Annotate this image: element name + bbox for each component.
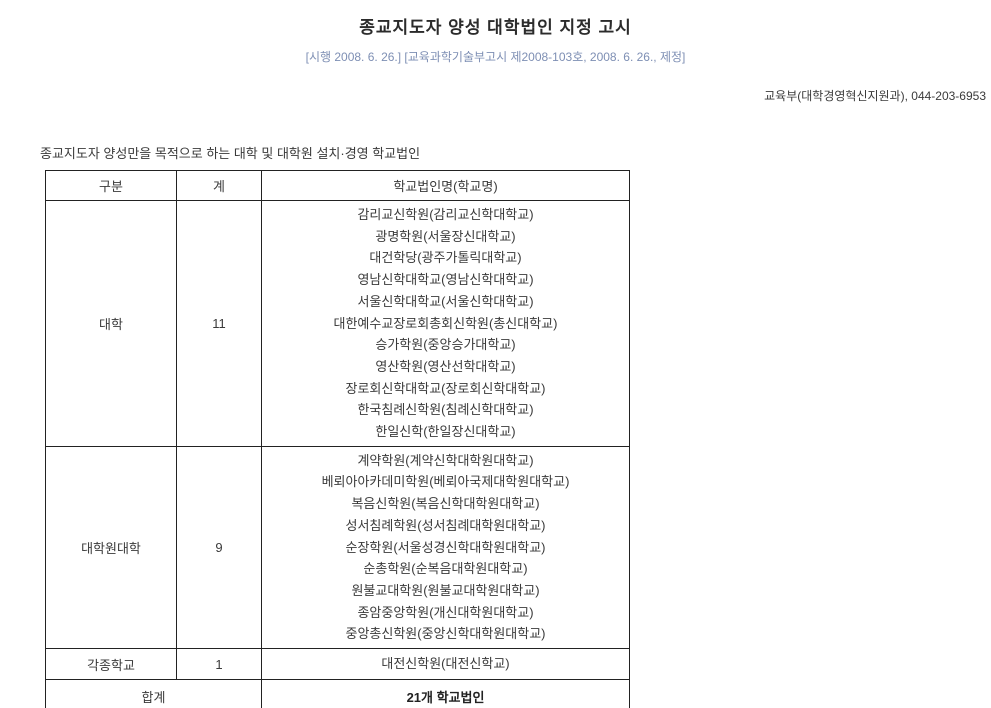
school-name: 광명학원(서울장신대학교) [375, 228, 516, 244]
school-name: 순장학원(서울성경신학대학원대학교) [345, 539, 546, 555]
count-cell: 11 [176, 200, 262, 447]
total-value-cell: 21개 학교법인 [261, 679, 630, 708]
table-row-misc-school: 각종학교 1 대전신학원(대전신학교) [45, 648, 630, 681]
school-name: 중앙총신학원(중앙신학대학원대학교) [345, 626, 546, 642]
ministry-contact: 교육부(대학경영혁신지원과), 044-203-6953 [764, 89, 986, 103]
count-cell: 1 [176, 648, 262, 681]
school-name: 계약학원(계약신학대학원대학교) [357, 452, 534, 468]
column-header-school-name: 학교법인명(학교명) [261, 170, 630, 201]
school-name: 감리교신학원(감리교신학대학교) [357, 207, 534, 222]
school-name: 대전신학원(대전신학교) [381, 656, 510, 672]
count-cell: 9 [176, 445, 262, 650]
school-name: 대한예수교장로회총회신학원(총신대학교) [333, 315, 558, 331]
school-name: 성서침례학원(성서침례대학원대학교) [345, 517, 546, 533]
category-cell: 각종학교 [45, 648, 177, 681]
school-name: 베뢰아아카데미학원(베뢰아국제대학원대학교) [321, 474, 570, 490]
schools-cell: 계약학원(계약신학대학원대학교) 베뢰아아카데미학원(베뢰아국제대학원대학교) 복음… [261, 445, 630, 650]
school-name: 한일신학(한일장신대학교) [375, 424, 516, 440]
school-name: 서울신학대학교(서울신학대학교) [357, 293, 534, 309]
intro-text: 종교지도자 양성만을 목적으로 하는 대학 및 대학원 설치·경영 학교법인 [40, 146, 421, 161]
total-label-cell: 합계 [45, 679, 262, 708]
column-header-count: 계 [176, 170, 262, 201]
page-title: 종교지도자 양성 대학법인 지정 고시 [359, 18, 632, 37]
school-name: 대건학당(광주가톨릭대학교) [369, 250, 522, 266]
enforcement-subtitle: [시행 2008. 6. 26.] [교육과학기술부고시 제2008-103호,… [305, 50, 686, 64]
school-name: 영산학원(영산선학대학교) [375, 358, 516, 374]
category-cell: 대학 [45, 200, 177, 447]
school-corporation-table: 구분 계 학교법인명(학교명) 대학 11 감리교신학원(감리교신학대학교) 광명… [45, 170, 630, 708]
school-name: 장로회신학대학교(장로회신학대학교) [345, 380, 546, 396]
table-row-graduate-school: 대학원대학 9 계약학원(계약신학대학원대학교) 베뢰아아카데미학원(베뢰아국제대… [45, 445, 630, 650]
table-row-university: 대학 11 감리교신학원(감리교신학대학교) 광명학원(서울장신대학교) 대건학당(… [45, 200, 630, 447]
table-header-row: 구분 계 학교법인명(학교명) [45, 170, 630, 201]
school-name: 종암중앙학원(개신대학원대학교) [357, 604, 534, 620]
school-name: 영남신학대학교(영남신학대학교) [357, 272, 534, 288]
category-cell: 대학원대학 [45, 445, 177, 650]
school-name: 원불교대학원(원불교대학원대학교) [351, 582, 540, 598]
school-name: 순총학원(순복음대학원대학교) [363, 561, 528, 577]
column-header-category: 구분 [45, 170, 177, 201]
school-name: 승가학원(중앙승가대학교) [375, 337, 516, 353]
school-name: 한국침례신학원(침례신학대학교) [357, 402, 534, 418]
schools-cell: 대전신학원(대전신학교) [261, 648, 630, 681]
table-row-total: 합계 21개 학교법인 [45, 679, 630, 708]
school-name: 복음신학원(복음신학대학원대학교) [351, 496, 540, 512]
schools-cell: 감리교신학원(감리교신학대학교) 광명학원(서울장신대학교) 대건학당(광주가톨릭대… [261, 200, 630, 447]
